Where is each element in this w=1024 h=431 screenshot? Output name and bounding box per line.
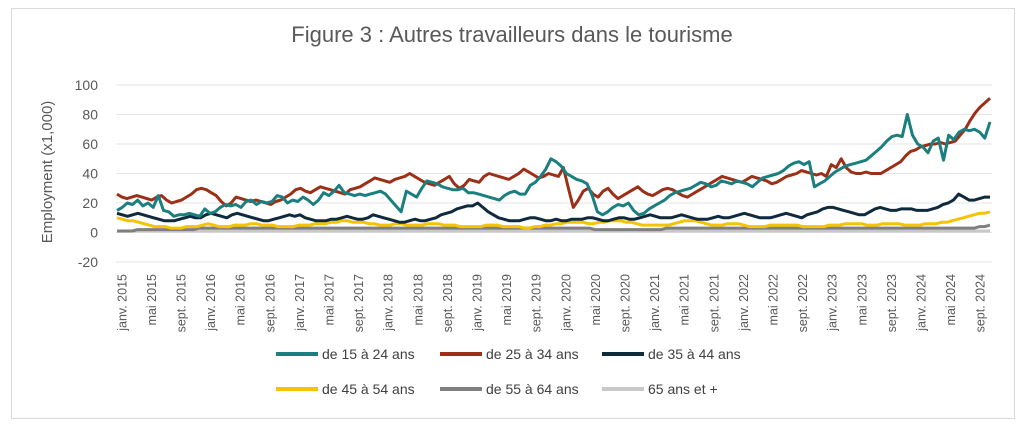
y-tick-label: -20 bbox=[78, 254, 98, 270]
x-tick-label: sept. 2016 bbox=[263, 274, 277, 332]
x-tick-label: sept. 2018 bbox=[441, 274, 455, 332]
legend-item-3: de 45 à 54 ans bbox=[276, 381, 415, 397]
x-tick-label: mai 2023 bbox=[855, 274, 869, 325]
legend-item-1: de 25 à 34 ans bbox=[440, 346, 579, 362]
series-line-0 bbox=[116, 113, 992, 218]
legend-swatch bbox=[602, 352, 644, 356]
x-tick-label: mai 2024 bbox=[944, 274, 958, 325]
x-tick-label: mai 2018 bbox=[411, 274, 425, 325]
legend-label: de 35 à 44 ans bbox=[648, 346, 741, 362]
x-tick-label: sept. 2022 bbox=[796, 274, 810, 332]
legend-swatch bbox=[276, 387, 318, 391]
y-axis-label: Employment (x1,000) bbox=[39, 101, 56, 244]
x-tick-label: sept. 2015 bbox=[174, 274, 188, 332]
legend-label: de 45 à 54 ans bbox=[322, 381, 415, 397]
legend-swatch bbox=[276, 352, 318, 356]
legend-label: de 25 à 34 ans bbox=[486, 346, 579, 362]
x-tick-label: sept. 2021 bbox=[707, 274, 721, 332]
x-tick-label: mai 2016 bbox=[234, 274, 248, 325]
series-line-2 bbox=[116, 192, 990, 224]
y-tick-label: 40 bbox=[82, 166, 98, 182]
series-lines bbox=[116, 97, 992, 233]
x-tick-label: mai 2017 bbox=[322, 274, 336, 325]
x-tick-label: janv. 2016 bbox=[204, 274, 218, 332]
x-tick-label: mai 2022 bbox=[766, 274, 780, 325]
x-tick-label: sept. 2023 bbox=[885, 274, 899, 332]
x-tick-label: janv. 2023 bbox=[826, 274, 840, 332]
x-tick-label: sept. 2024 bbox=[974, 274, 988, 332]
y-tick-label: 20 bbox=[82, 195, 98, 211]
legend-label: de 55 à 64 ans bbox=[486, 381, 579, 397]
chart-title: Figure 3 : Autres travailleurs dans le t… bbox=[291, 22, 733, 47]
legend-item-5: 65 ans et + bbox=[602, 381, 718, 397]
x-tick-label: mai 2019 bbox=[500, 274, 514, 325]
x-tick-label: janv. 2018 bbox=[382, 274, 396, 332]
legend-item-4: de 55 à 64 ans bbox=[440, 381, 579, 397]
x-tick-label: janv. 2024 bbox=[914, 274, 928, 332]
series-line-4 bbox=[117, 223, 991, 233]
y-tick-label: 100 bbox=[75, 77, 99, 93]
legend-label: de 15 à 24 ans bbox=[322, 346, 415, 362]
x-tick-label: janv. 2019 bbox=[470, 274, 484, 332]
legend-item-0: de 15 à 24 ans bbox=[276, 346, 415, 362]
x-tick-label: janv. 2017 bbox=[293, 274, 307, 332]
x-tick-label: mai 2021 bbox=[678, 274, 692, 325]
y-tick-label: 0 bbox=[90, 225, 98, 241]
x-tick-label: janv. 2021 bbox=[648, 274, 662, 332]
legend-swatch bbox=[440, 387, 482, 391]
x-tick-label: janv. 2020 bbox=[559, 274, 573, 332]
x-tick-label: mai 2015 bbox=[145, 274, 159, 325]
x-tick-label: sept. 2020 bbox=[618, 274, 632, 332]
x-tick-label: mai 2020 bbox=[589, 274, 603, 325]
y-tick-label: 80 bbox=[82, 107, 98, 123]
legend-label: 65 ans et + bbox=[648, 381, 718, 397]
series-line-3 bbox=[116, 210, 991, 230]
legend-swatch bbox=[602, 387, 644, 391]
x-tick-label: janv. 2022 bbox=[737, 274, 751, 332]
x-tick-label: janv. 2015 bbox=[115, 274, 129, 332]
y-axis-ticks: -20 0 20 40 60 80 100 bbox=[75, 77, 99, 270]
x-tick-label: sept. 2019 bbox=[530, 274, 544, 332]
x-tick-label: sept. 2017 bbox=[352, 274, 366, 332]
x-axis-ticks: janv. 2015 mai 2015 sept. 2015 janv. 2016 ma… bbox=[115, 274, 987, 332]
legend-swatch bbox=[440, 352, 482, 356]
y-tick-label: 60 bbox=[82, 136, 98, 152]
legend-item-2: de 35 à 44 ans bbox=[602, 346, 741, 362]
